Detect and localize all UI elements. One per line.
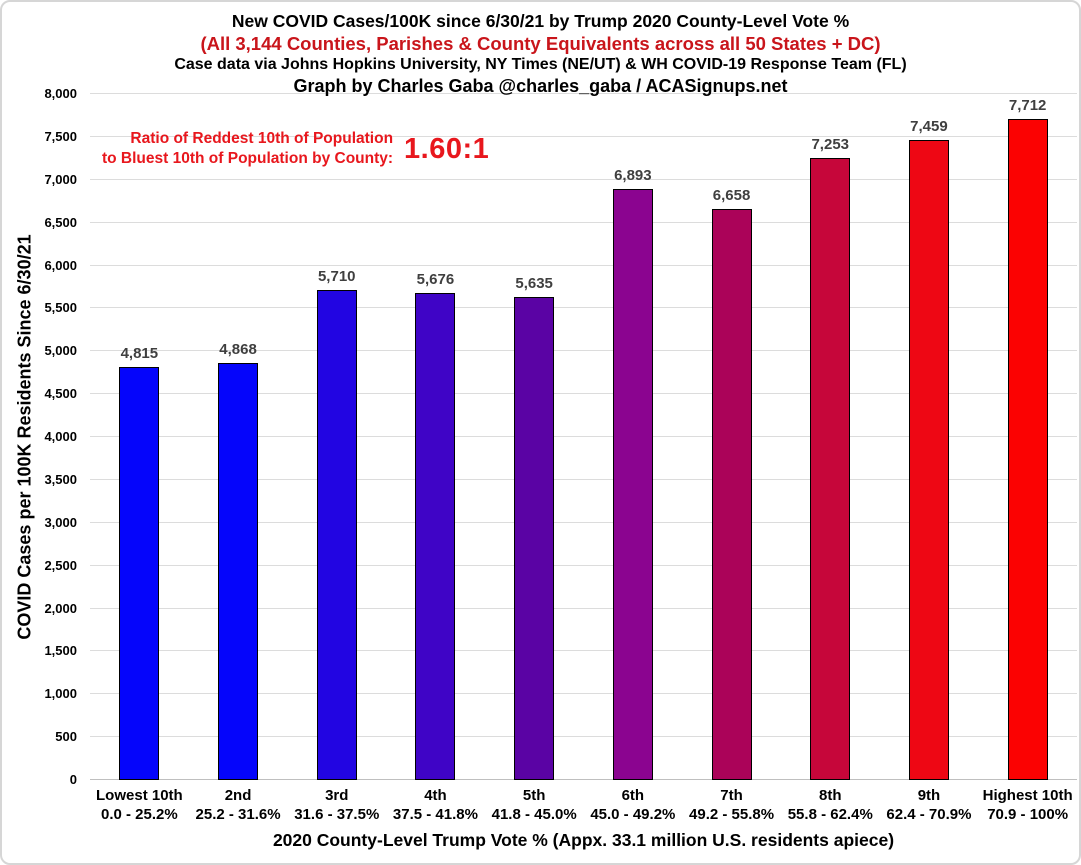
x-category-label: 4th 37.5 - 41.8% <box>373 786 497 824</box>
x-category-range: 31.6 - 37.5% <box>294 806 380 823</box>
y-tick-label: 1,500 <box>44 643 77 659</box>
x-category-label: Highest 10th 70.9 - 100% <box>966 786 1079 824</box>
y-tick-label: 1,000 <box>44 686 77 702</box>
gridline <box>90 650 1077 652</box>
gridline <box>90 478 1077 480</box>
y-tick-label: 2,500 <box>44 557 77 573</box>
x-category-tier: 2nd <box>224 787 252 804</box>
x-category-range: 49.2 - 55.8% <box>689 806 775 823</box>
x-category-range: 0.0 - 25.2% <box>101 806 178 823</box>
bar-7 <box>711 209 752 780</box>
bar-10 <box>1007 118 1048 780</box>
x-category-tier: 8th <box>819 787 842 804</box>
gridline <box>90 178 1077 180</box>
bar-value-label: 7,253 <box>811 136 850 154</box>
bar-value-label: 7,712 <box>1008 96 1047 114</box>
gridline <box>90 736 1077 738</box>
x-category-label: 7th 49.2 - 55.8% <box>670 786 794 824</box>
x-category-label: Lowest 10th 0.0 - 25.2% <box>77 786 201 824</box>
gridline <box>90 221 1077 223</box>
bar-5 <box>514 296 555 780</box>
bar-3 <box>316 290 357 780</box>
y-tick-label: 8,000 <box>44 86 77 101</box>
ratio-annotation: Ratio of Reddest 10th of Population to B… <box>102 129 489 169</box>
y-axis-tick-labels: 0 500 1,000 1,500 2,000 2,500 3,000 3,500 4,000 4… <box>2 86 80 787</box>
y-tick-label: 7,000 <box>44 171 77 187</box>
x-category-range: 25.2 - 31.6% <box>195 806 281 823</box>
bar-8 <box>810 158 851 780</box>
plot-area: 4,815 4,868 5,710 5,676 5,635 6,893 6,658 7,253… <box>90 93 1077 780</box>
x-category-tier: Lowest 10th <box>96 787 183 804</box>
credit-line: Graph by Charles Gaba @charles_gaba / AC… <box>293 76 788 96</box>
x-category-label: 9th 62.4 - 70.9% <box>867 786 991 824</box>
ratio-annotation-line1: Ratio of Reddest 10th of Population <box>130 130 394 147</box>
bar-value-label: 5,710 <box>317 268 356 286</box>
x-category-range: 41.8 - 45.0% <box>491 806 577 823</box>
chart-header: New COVID Cases/100K since 6/30/21 by Tr… <box>2 10 1079 97</box>
x-category-tier: 6th <box>621 787 645 804</box>
y-tick-label: 5,500 <box>44 300 77 316</box>
x-category-range: 37.5 - 41.8% <box>392 806 478 823</box>
gridline <box>90 607 1077 609</box>
bar-2 <box>218 362 259 780</box>
gridline <box>90 350 1077 352</box>
x-category-range: 55.8 - 62.4% <box>787 806 873 823</box>
bar-value-label: 5,676 <box>416 271 455 289</box>
y-tick-label: 5,000 <box>44 343 77 359</box>
gridline <box>90 135 1077 137</box>
ratio-annotation-line2: to Bluest 10th of Population by County: <box>102 150 394 167</box>
data-source-line: Case data via Johns Hopkins University, … <box>174 56 907 73</box>
x-category-range: 70.9 - 100% <box>987 806 1069 823</box>
gridline <box>90 564 1077 566</box>
gridline <box>90 93 1077 94</box>
bar-1 <box>119 367 160 780</box>
y-tick-label: 7,500 <box>44 128 77 144</box>
ratio-annotation-text: Ratio of Reddest 10th of Population to B… <box>102 129 393 169</box>
y-tick-label: 3,500 <box>44 471 77 487</box>
x-axis-line <box>90 779 1077 780</box>
x-category-label: 2nd 25.2 - 31.6% <box>176 786 300 824</box>
bar-6 <box>612 188 653 780</box>
y-tick-label: 4,000 <box>44 429 77 444</box>
chart-subtitle: (All 3,144 Counties, Parishes & County E… <box>200 33 881 54</box>
y-tick-label: 500 <box>55 729 77 745</box>
bar-value-label: 6,893 <box>614 166 652 184</box>
x-category-range: 45.0 - 49.2% <box>590 806 676 823</box>
gridline <box>90 693 1077 695</box>
y-tick-label: 0 <box>69 772 77 787</box>
y-tick-label: 4,500 <box>44 386 77 402</box>
x-category-tier: 9th <box>917 787 941 804</box>
x-category-tier: 5th <box>522 787 546 804</box>
x-category-label: 3rd 31.6 - 37.5% <box>275 786 399 824</box>
x-axis-title: 2020 County-Level Trump Vote % (Appx. 33… <box>272 830 895 850</box>
y-tick-label: 2,000 <box>44 600 77 616</box>
bar-value-label: 5,635 <box>515 274 553 292</box>
x-category-range: 62.4 - 70.9% <box>886 806 972 823</box>
bar-9 <box>908 140 949 780</box>
x-category-label: 8th 55.8 - 62.4% <box>768 786 892 824</box>
bar-4 <box>415 293 456 780</box>
x-category-tier: 3rd <box>325 787 349 804</box>
x-category-tier: 4th <box>424 787 447 804</box>
chart-title: New COVID Cases/100K since 6/30/21 by Tr… <box>231 11 850 31</box>
y-tick-label: 6,000 <box>44 257 77 273</box>
x-category-label: 6th 45.0 - 49.2% <box>571 786 695 824</box>
gridline <box>90 307 1077 309</box>
bar-value-label: 7,459 <box>910 118 948 136</box>
gridline <box>90 436 1077 437</box>
gridline <box>90 264 1077 266</box>
gridline <box>90 393 1077 395</box>
y-tick-label: 6,500 <box>44 214 77 230</box>
x-category-tier: Highest 10th <box>982 787 1073 804</box>
bar-value-label: 4,815 <box>120 345 159 363</box>
y-tick-label: 3,000 <box>44 514 77 530</box>
bar-value-label: 6,658 <box>712 187 751 205</box>
ratio-value: 1.60:1 <box>404 132 490 165</box>
x-category-label: 5th 41.8 - 45.0% <box>472 786 596 824</box>
bar-value-label: 4,868 <box>219 340 257 358</box>
x-axis-category-labels: Lowest 10th 0.0 - 25.2% 2nd 25.2 - 31.6% 3rd… <box>90 786 1077 826</box>
gridline <box>90 521 1077 523</box>
x-category-tier: 7th <box>720 787 743 804</box>
